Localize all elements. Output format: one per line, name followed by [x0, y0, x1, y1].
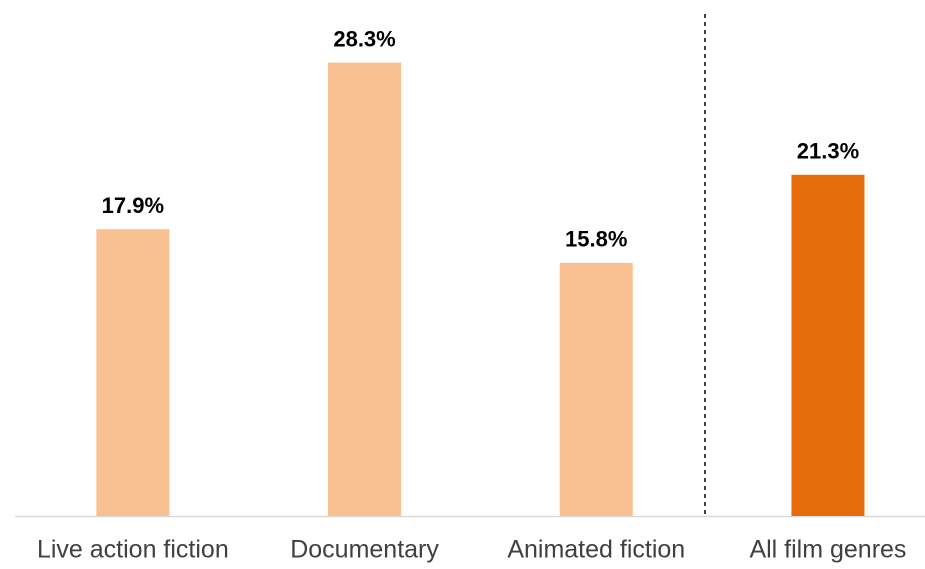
- data-label: 17.9%: [102, 193, 164, 218]
- bar: [791, 174, 865, 517]
- bar: [96, 229, 170, 516]
- data-label: 15.8%: [565, 227, 627, 252]
- x-tick-label: All film genres: [749, 536, 906, 564]
- x-tick-label: Live action fiction: [37, 536, 229, 564]
- bar: [328, 62, 402, 516]
- x-tick-label: Animated fiction: [507, 536, 685, 564]
- x-tick-label: Documentary: [290, 536, 439, 564]
- data-label: 21.3%: [797, 139, 859, 164]
- data-label: 28.3%: [333, 26, 395, 51]
- bar: [559, 262, 633, 516]
